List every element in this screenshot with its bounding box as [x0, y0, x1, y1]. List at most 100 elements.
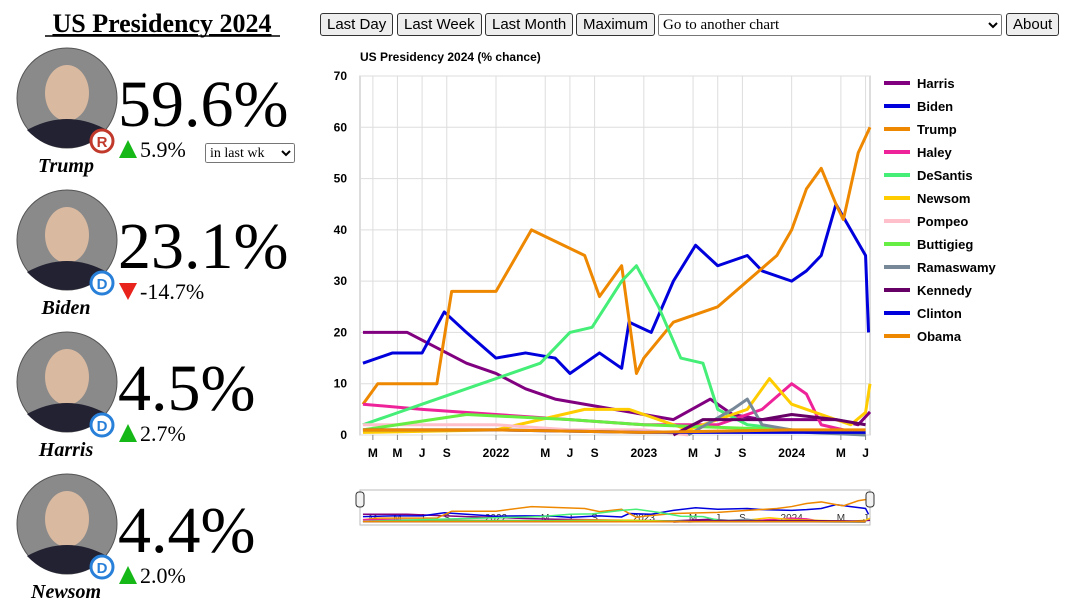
- series-line: [362, 382, 866, 437]
- candidates: RTrump59.6%5.9%DBiden23.1%-14.7%DHarris4…: [16, 47, 288, 603]
- photo-body: [27, 261, 107, 290]
- navigator-handle: [355, 491, 365, 508]
- navigator-tick-label: S: [591, 513, 598, 524]
- legend-label: Ramaswamy: [917, 260, 997, 275]
- x-tick-label: M: [368, 446, 378, 460]
- change-arrow: [119, 140, 137, 158]
- x-tick-label: 2024: [778, 446, 805, 460]
- x-tick-label: S: [443, 446, 451, 460]
- series-line: [362, 202, 871, 375]
- party-badge: [89, 270, 115, 296]
- y-tick-label: 40: [334, 223, 348, 237]
- party-letter: R: [97, 134, 108, 151]
- plot: 010203040506070MMMMJJSS20222022MMJJSS202…: [334, 69, 997, 526]
- legend-label: Buttigieg: [917, 237, 973, 252]
- photo-body: [27, 119, 107, 148]
- y-tick-label: 30: [334, 274, 348, 288]
- button[interactable]: Maximum: [576, 13, 656, 36]
- legend-label: Haley: [917, 145, 952, 160]
- x-tick-label: S: [738, 446, 746, 460]
- candidate-value: 59.6%: [118, 68, 288, 141]
- candidate-change: 5.9%: [140, 137, 186, 162]
- x-tick-label: 2023: [630, 446, 657, 460]
- photo-face: [45, 207, 89, 263]
- y-tick-label: 70: [334, 69, 348, 83]
- candidate-name: Biden: [41, 297, 91, 319]
- series-line: [362, 264, 866, 437]
- button[interactable]: Last Month: [485, 13, 574, 36]
- photo-face: [45, 65, 89, 121]
- candidate: D Biden 23.1%-14.7%: [16, 189, 288, 319]
- navigator-tick-label: M: [689, 513, 697, 524]
- y-tick-label: 60: [334, 120, 348, 134]
- candidate-value: 4.5%: [118, 352, 255, 425]
- series-line: [361, 126, 872, 406]
- series-line: [672, 412, 866, 437]
- navigator-tick-label: J: [863, 513, 868, 524]
- legend-label: DeSantis: [917, 168, 973, 183]
- photo-face: [45, 349, 89, 405]
- series-line: [362, 423, 689, 437]
- legend-label: Harris: [917, 76, 955, 91]
- x-tick-label: J: [419, 446, 426, 460]
- y-tick-label: 20: [334, 325, 348, 339]
- page-title: US Presidency 2024: [52, 9, 271, 38]
- y-tick-label: 50: [334, 172, 348, 186]
- change-arrow: [119, 566, 137, 584]
- legend-label: Clinton: [917, 306, 962, 321]
- candidate-name: Trump: [38, 155, 94, 177]
- x-tick-label: J: [714, 446, 721, 460]
- candidate-name: Newsom: [30, 581, 101, 603]
- candidate-value: 4.4%: [118, 494, 255, 567]
- series-line: [362, 330, 872, 427]
- about-button[interactable]: About: [1006, 13, 1060, 36]
- candidate-change: 2.0%: [140, 563, 186, 588]
- change-arrow: [119, 283, 137, 300]
- candidate: D Newsom 4.4%2.0%: [16, 473, 255, 603]
- navigator-line: [362, 503, 870, 519]
- x-tick-label: S: [591, 446, 599, 460]
- candidate-change: -14.7%: [140, 279, 204, 304]
- party-badge: [89, 554, 115, 580]
- legend-label: Pompeo: [917, 214, 968, 229]
- legend-label: Biden: [917, 99, 953, 114]
- photo-body: [27, 403, 107, 432]
- candidate-name: Harris: [38, 439, 94, 461]
- period-select[interactable]: in last wk: [205, 143, 295, 163]
- button[interactable]: Last Day: [320, 13, 394, 36]
- navigator-tick-label: S: [739, 513, 746, 524]
- party-letter: D: [97, 560, 108, 577]
- x-tick-label: M: [392, 446, 402, 460]
- navigator-handle: [865, 491, 875, 508]
- x-tick-label: M: [540, 446, 550, 460]
- candidate-value: 23.1%: [118, 210, 288, 283]
- legend-label: Trump: [917, 122, 957, 137]
- button[interactable]: Last Week: [397, 13, 482, 36]
- navigator-tick-label: 2023: [633, 513, 656, 524]
- x-tick-label: J: [567, 446, 574, 460]
- photo-body: [27, 545, 107, 574]
- navigator-tick-label: J: [567, 513, 572, 524]
- chart-select[interactable]: Go to another chart: [658, 14, 1002, 36]
- legend-label: Newsom: [917, 191, 970, 206]
- x-tick-label: J: [862, 446, 869, 460]
- x-tick-label: 2022: [483, 446, 510, 460]
- x-tick-label: M: [836, 446, 846, 460]
- legend-label: Kennedy: [917, 283, 973, 298]
- change-arrow: [119, 424, 137, 442]
- party-letter: D: [97, 418, 108, 435]
- legend-label: Obama: [917, 329, 962, 344]
- y-tick-label: 0: [340, 428, 347, 442]
- chart-title: US Presidency 2024 (% chance): [360, 50, 541, 64]
- photo-face: [45, 491, 89, 547]
- party-badge: [89, 128, 115, 154]
- series-line: [362, 428, 866, 434]
- party-badge: [89, 412, 115, 438]
- party-letter: D: [97, 276, 108, 293]
- candidate-change: 2.7%: [140, 421, 186, 446]
- navigator-tick-label: J: [715, 513, 720, 524]
- navigator-tick-label: M: [837, 513, 845, 524]
